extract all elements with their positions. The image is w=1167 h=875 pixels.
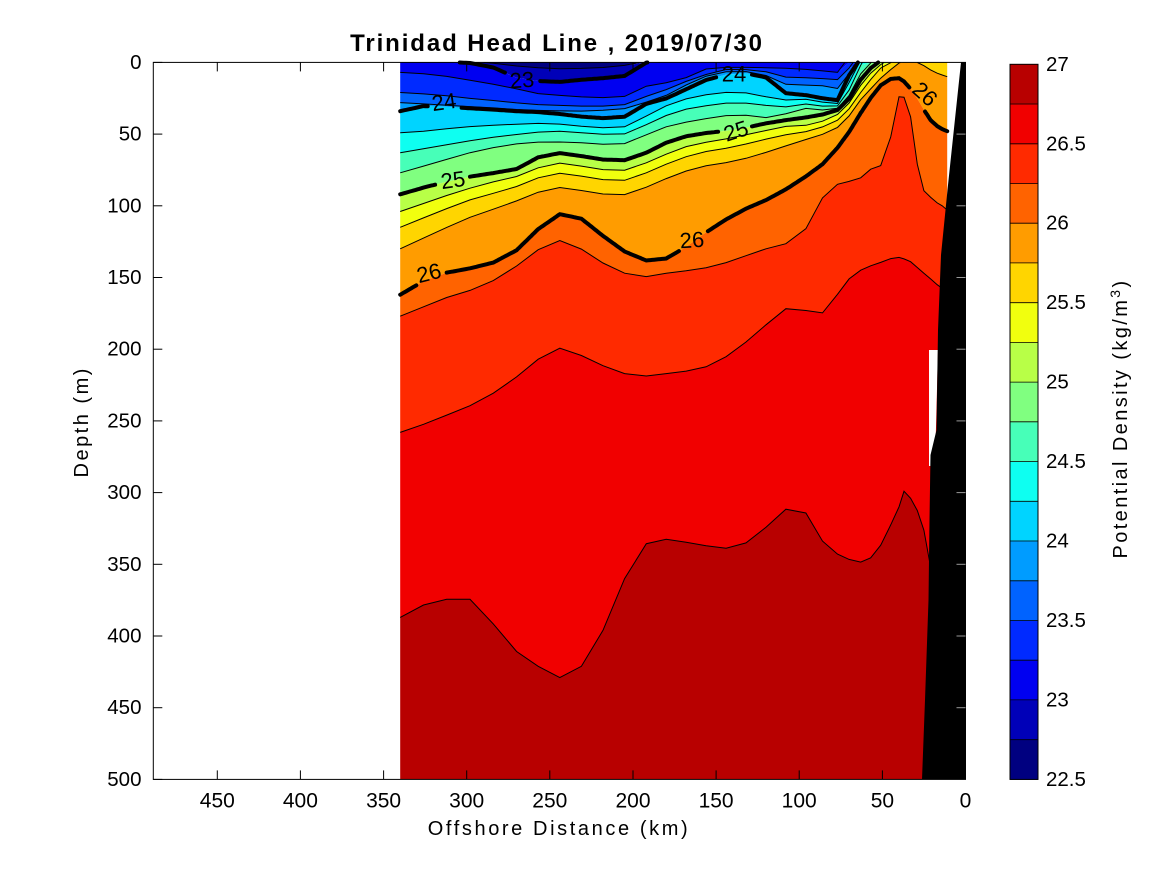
- svg-text:26: 26: [414, 258, 444, 288]
- svg-text:26: 26: [1046, 212, 1069, 235]
- svg-text:25: 25: [1046, 371, 1069, 394]
- svg-text:50: 50: [871, 790, 894, 813]
- svg-text:150: 150: [107, 266, 141, 289]
- svg-text:0: 0: [130, 51, 141, 74]
- svg-text:24: 24: [722, 62, 746, 87]
- svg-text:25: 25: [439, 166, 467, 194]
- svg-text:26: 26: [679, 227, 705, 254]
- svg-text:22.5: 22.5: [1046, 768, 1086, 791]
- svg-text:0: 0: [960, 790, 972, 813]
- svg-text:50: 50: [119, 123, 142, 146]
- svg-text:400: 400: [283, 790, 318, 813]
- svg-text:25.5: 25.5: [1046, 291, 1086, 314]
- svg-text:400: 400: [107, 625, 141, 648]
- svg-text:23: 23: [509, 67, 535, 94]
- svg-text:350: 350: [366, 790, 401, 813]
- svg-text:27: 27: [1046, 53, 1069, 76]
- svg-text:450: 450: [200, 790, 235, 813]
- svg-text:500: 500: [107, 768, 141, 791]
- svg-text:24: 24: [430, 88, 458, 116]
- svg-text:250: 250: [532, 790, 567, 813]
- svg-text:23: 23: [1046, 688, 1069, 711]
- svg-text:Potential Density (kg/m3): Potential Density (kg/m3): [1107, 278, 1132, 558]
- svg-text:450: 450: [107, 696, 141, 719]
- svg-text:Depth (m): Depth (m): [71, 366, 93, 477]
- svg-text:100: 100: [782, 790, 817, 813]
- svg-text:250: 250: [107, 409, 141, 432]
- svg-text:23.5: 23.5: [1046, 609, 1086, 632]
- svg-text:300: 300: [107, 481, 141, 504]
- svg-text:200: 200: [615, 790, 650, 813]
- svg-text:200: 200: [107, 338, 141, 361]
- svg-text:150: 150: [699, 790, 734, 813]
- svg-text:100: 100: [107, 194, 141, 217]
- svg-text:26.5: 26.5: [1046, 132, 1086, 155]
- svg-text:Offshore Distance (km): Offshore Distance (km): [428, 818, 690, 840]
- svg-text:350: 350: [107, 553, 141, 576]
- svg-text:24: 24: [1046, 530, 1069, 553]
- svg-text:Trinidad Head Line , 2019/07/3: Trinidad Head Line , 2019/07/30: [350, 30, 764, 57]
- svg-text:300: 300: [449, 790, 484, 813]
- svg-text:24.5: 24.5: [1046, 450, 1086, 473]
